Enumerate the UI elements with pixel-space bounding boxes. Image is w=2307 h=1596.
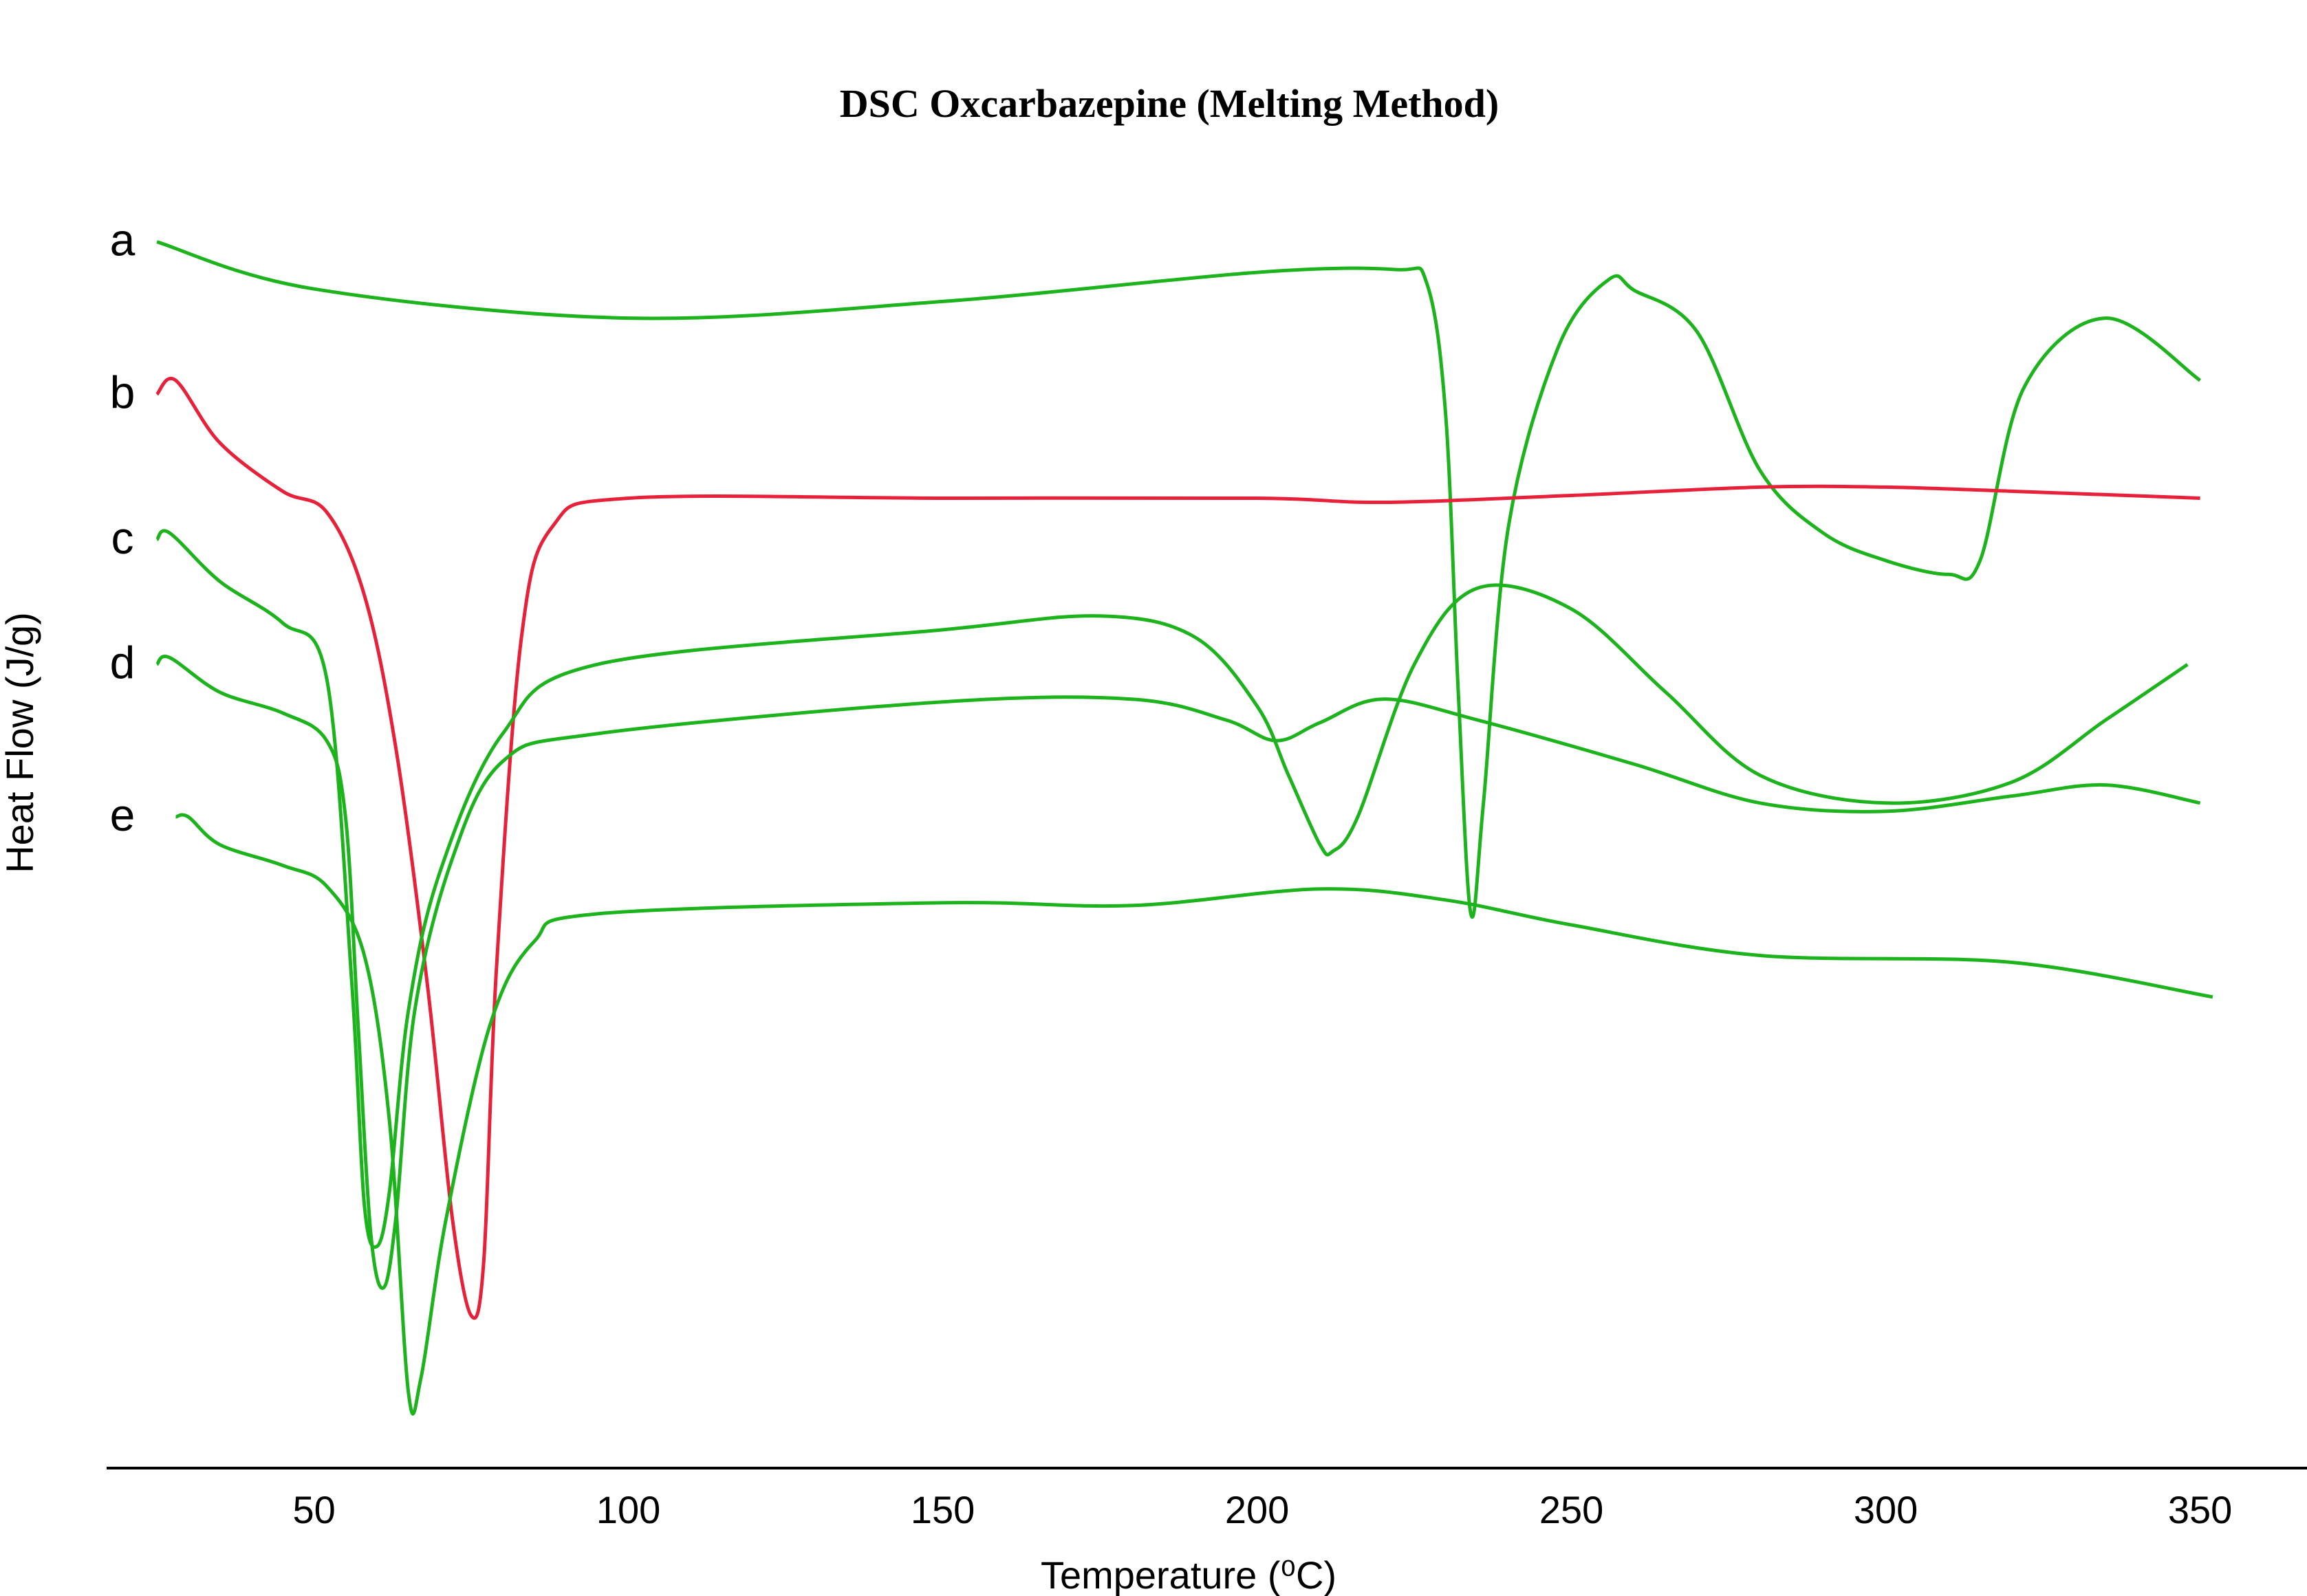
- x-tick-300: 300: [1854, 1488, 1918, 1531]
- y-axis-label: Heat Flow (J/g): [0, 612, 41, 873]
- x-tick-100: 100: [596, 1488, 660, 1531]
- x-tick-200: 200: [1225, 1488, 1289, 1531]
- x-axis-label: Temperature (⁰C): [1041, 1553, 1336, 1596]
- curve-b: [155, 377, 2200, 1320]
- x-tick-50: 50: [292, 1488, 335, 1531]
- chart-title: DSC Oxcarbazepine (Melting Method): [840, 81, 1499, 126]
- curve-label-d: d: [110, 637, 136, 688]
- curve-label-a: a: [110, 215, 136, 265]
- curve-label-e: e: [110, 789, 136, 840]
- x-tick-350: 350: [2168, 1488, 2232, 1531]
- dsc-curves: [155, 240, 2213, 1416]
- curve-d: [155, 655, 2201, 1290]
- curve-label-b: b: [110, 367, 136, 417]
- curve-e: [175, 813, 2213, 1416]
- x-tick-250: 250: [1539, 1488, 1603, 1531]
- x-tick-labels: 50 100 150 200 250 300 350: [292, 1488, 2232, 1531]
- x-tick-150: 150: [911, 1488, 975, 1531]
- curve-label-c: c: [111, 512, 134, 563]
- curve-c: [155, 529, 2189, 1249]
- curve-labels: a b c d e: [110, 215, 136, 840]
- curve-a: [156, 240, 2202, 919]
